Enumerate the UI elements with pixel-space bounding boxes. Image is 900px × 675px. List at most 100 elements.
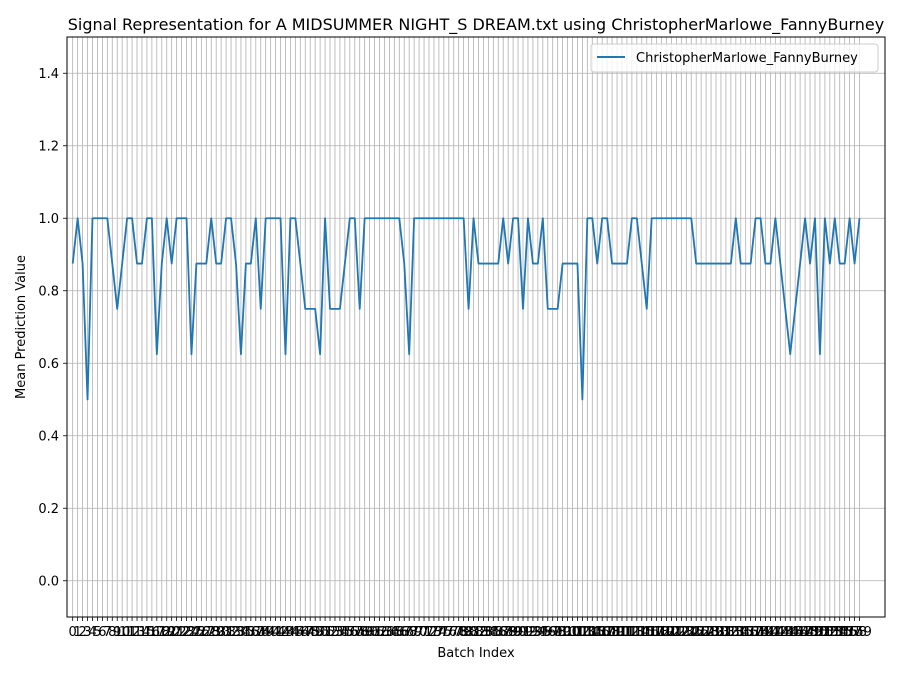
x-tick-label: 26 <box>193 625 210 640</box>
x-tick-label: 78 <box>450 625 467 640</box>
data-point <box>374 217 376 219</box>
data-point <box>235 263 237 265</box>
x-tick-label: 148 <box>793 625 818 640</box>
legend-label: ChristopherMarlowe_FannyBurney <box>636 51 858 66</box>
x-tick-label: 129 <box>699 625 724 640</box>
data-point <box>111 263 113 265</box>
data-point <box>161 263 163 265</box>
grid <box>67 37 885 617</box>
data-point <box>468 308 470 310</box>
x-tick-label: 65 <box>386 625 403 640</box>
data-point <box>547 308 549 310</box>
data-point <box>483 263 485 265</box>
x-tick-label: 50 <box>312 625 329 640</box>
data-point <box>270 217 272 219</box>
data-point <box>755 217 757 219</box>
data-point <box>542 217 544 219</box>
x-tick-label: 57 <box>346 625 363 640</box>
data-point <box>92 217 94 219</box>
y-tick-label: 0.4 <box>38 429 59 444</box>
x-tick-label: 106 <box>585 625 610 640</box>
data-point <box>656 217 658 219</box>
x-tick-label: 142 <box>763 625 788 640</box>
x-tick-label: 39 <box>257 625 274 640</box>
x-tick-label: 74 <box>431 625 448 640</box>
x-tick-label: 35 <box>238 625 255 640</box>
data-point <box>156 353 158 355</box>
y-tick-label: 1.0 <box>38 212 59 227</box>
x-tick-label: 93 <box>525 625 542 640</box>
x-tick-label: 107 <box>590 625 615 640</box>
data-point <box>859 217 861 219</box>
x-axis-label: Batch Index <box>437 646 515 661</box>
x-tick-label: 146 <box>783 625 808 640</box>
y-tick-label: 0.6 <box>38 357 59 372</box>
x-tick-label: 85 <box>485 625 502 640</box>
data-point <box>581 399 583 401</box>
data-point <box>829 263 831 265</box>
data-point <box>101 217 103 219</box>
x-tick-label: 126 <box>684 625 709 640</box>
data-point <box>799 263 801 265</box>
data-point <box>126 217 128 219</box>
x-tick-label: 73 <box>426 625 443 640</box>
x-tick-label: 151 <box>808 625 833 640</box>
data-point <box>794 308 796 310</box>
x-tick-label: 102 <box>565 625 590 640</box>
x-tick-label: 99 <box>554 625 571 640</box>
data-point <box>804 217 806 219</box>
plot-frame <box>66 36 886 618</box>
x-tick-label: 37 <box>248 625 265 640</box>
x-tick-label: 90 <box>510 625 527 640</box>
data-point <box>676 217 678 219</box>
x-tick-label: 105 <box>580 625 605 640</box>
x-tick-label: 42 <box>272 625 289 640</box>
data-point <box>527 217 529 219</box>
data-point <box>715 263 717 265</box>
x-tick-label: 22 <box>173 625 190 640</box>
x-tick-label: 136 <box>733 625 758 640</box>
x-tick-label: 47 <box>297 625 314 640</box>
x-tick-label: 2 <box>78 625 86 640</box>
x-tick-label: 83 <box>475 625 492 640</box>
x-tick-label: 53 <box>327 625 344 640</box>
data-point <box>784 308 786 310</box>
data-point <box>329 308 331 310</box>
x-tick-label: 91 <box>515 625 532 640</box>
data-point <box>388 217 390 219</box>
x-tick-label: 68 <box>401 625 418 640</box>
data-point <box>567 263 569 265</box>
x-tick-label: 82 <box>470 625 487 640</box>
data-point <box>225 217 227 219</box>
x-tick-label: 64 <box>381 625 398 640</box>
data-point <box>666 217 668 219</box>
data-point <box>418 217 420 219</box>
data-point <box>97 217 99 219</box>
x-tick-label: 95 <box>535 625 552 640</box>
data-point <box>106 217 108 219</box>
data-point <box>210 217 212 219</box>
data-point <box>730 263 732 265</box>
x-tick-label: 60 <box>361 625 378 640</box>
x-tick-label: 111 <box>610 625 635 640</box>
x-tick-label: 71 <box>416 625 433 640</box>
x-tick-label: 132 <box>713 625 738 640</box>
x-tick-label: 32 <box>223 625 240 640</box>
data-point <box>176 217 178 219</box>
data-point <box>131 217 133 219</box>
data-point <box>408 353 410 355</box>
x-tick-label: 48 <box>302 625 319 640</box>
x-tick-label: 16 <box>144 625 161 640</box>
x-tick-label: 97 <box>544 625 561 640</box>
x-tick-label: 98 <box>549 625 566 640</box>
data-point <box>685 217 687 219</box>
data-point <box>443 217 445 219</box>
data-point <box>314 308 316 310</box>
x-tick-label: 44 <box>282 625 299 640</box>
x-tick-label: 124 <box>674 625 699 640</box>
x-tick-label: 125 <box>679 625 704 640</box>
x-tick-label: 114 <box>624 625 649 640</box>
data-point <box>492 263 494 265</box>
series-line <box>71 217 861 401</box>
